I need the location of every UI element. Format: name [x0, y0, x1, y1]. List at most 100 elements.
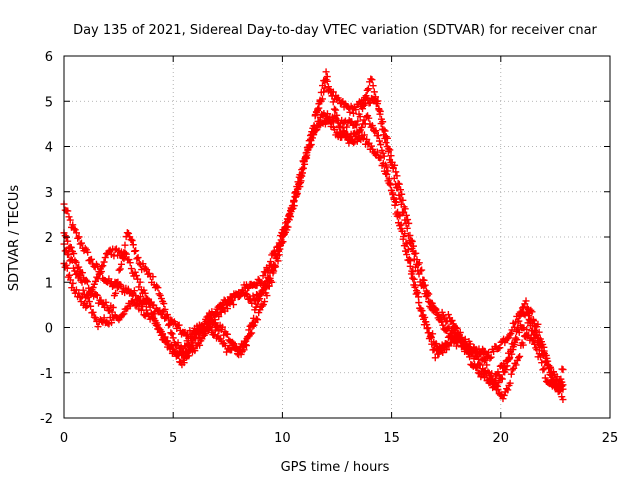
data-point	[525, 316, 533, 324]
data-point	[439, 349, 447, 357]
data-point	[120, 255, 128, 263]
series-track-d	[60, 112, 567, 403]
data-point	[343, 131, 351, 139]
data-point	[93, 291, 101, 299]
data-point	[557, 375, 565, 383]
data-point	[388, 186, 396, 194]
data-point	[175, 351, 183, 359]
data-point	[364, 140, 372, 148]
data-point	[385, 145, 393, 153]
data-point	[409, 274, 417, 282]
data-point	[167, 316, 175, 324]
data-point	[99, 262, 107, 270]
data-point	[396, 212, 404, 220]
data-point	[507, 370, 515, 378]
data-point	[423, 325, 431, 333]
data-point	[501, 363, 509, 371]
data-point	[392, 168, 400, 176]
data-point	[124, 285, 132, 293]
data-point	[494, 386, 502, 394]
data-point	[512, 361, 520, 369]
data-point	[78, 278, 86, 286]
data-point	[232, 345, 240, 353]
data-point	[376, 107, 384, 115]
data-point	[200, 325, 208, 333]
data-point	[520, 303, 528, 311]
data-point	[130, 287, 138, 295]
data-point	[466, 340, 474, 348]
data-point	[432, 305, 440, 313]
data-point	[76, 240, 84, 248]
data-point	[391, 161, 399, 169]
data-point	[230, 301, 238, 309]
data-point	[218, 304, 226, 312]
data-point	[250, 321, 258, 329]
data-point	[278, 239, 286, 247]
data-point	[72, 229, 80, 237]
data-point	[317, 88, 325, 96]
data-point	[509, 343, 517, 351]
data-point	[404, 246, 412, 254]
data-point	[119, 253, 127, 261]
data-point	[555, 385, 563, 393]
data-point	[346, 108, 354, 116]
data-point	[438, 347, 446, 355]
data-point	[448, 317, 456, 325]
data-point	[65, 271, 73, 279]
data-point	[334, 119, 342, 127]
data-point	[366, 99, 374, 107]
data-point	[268, 278, 276, 286]
data-point	[399, 196, 407, 204]
data-point	[166, 320, 174, 328]
data-point	[164, 337, 172, 345]
data-point	[514, 354, 522, 362]
data-point	[484, 368, 492, 376]
data-point	[401, 230, 409, 238]
data-point	[121, 249, 129, 257]
data-point	[252, 315, 260, 323]
data-point	[68, 256, 76, 264]
data-point	[546, 363, 554, 371]
data-point	[167, 329, 175, 337]
axis-ticks: 0 5 10 15 20 25 -2 -1 0 1 2 3 4 5 6	[40, 50, 618, 446]
data-point	[238, 347, 246, 355]
data-point	[527, 306, 535, 314]
data-point	[83, 302, 91, 310]
data-point	[482, 356, 490, 364]
data-point	[259, 272, 267, 280]
data-point	[329, 98, 337, 106]
data-point	[163, 311, 171, 319]
data-point	[363, 86, 371, 94]
data-point	[199, 331, 207, 339]
data-point	[100, 314, 108, 322]
data-point	[150, 310, 158, 318]
data-point	[256, 295, 264, 303]
data-point	[439, 321, 447, 329]
data-point	[191, 347, 199, 355]
data-point	[257, 290, 265, 298]
data-point	[296, 174, 304, 182]
data-point	[481, 347, 489, 355]
data-point	[414, 288, 422, 296]
data-point	[371, 127, 379, 135]
data-point	[477, 350, 485, 358]
data-point	[395, 211, 403, 219]
data-point	[139, 260, 147, 268]
data-point	[161, 333, 169, 341]
y-tick-label: 6	[45, 50, 53, 65]
data-point	[313, 108, 321, 116]
data-point	[248, 329, 256, 337]
data-point	[531, 335, 539, 343]
data-point	[383, 170, 391, 178]
data-point	[258, 302, 266, 310]
data-point	[444, 311, 452, 319]
data-point	[115, 266, 123, 274]
data-point	[375, 137, 383, 145]
data-point	[109, 303, 117, 311]
data-point	[379, 118, 387, 126]
data-point	[538, 343, 546, 351]
data-point	[63, 264, 71, 272]
data-point	[84, 248, 92, 256]
y-tick-label: -2	[40, 412, 53, 427]
data-point	[394, 179, 402, 187]
